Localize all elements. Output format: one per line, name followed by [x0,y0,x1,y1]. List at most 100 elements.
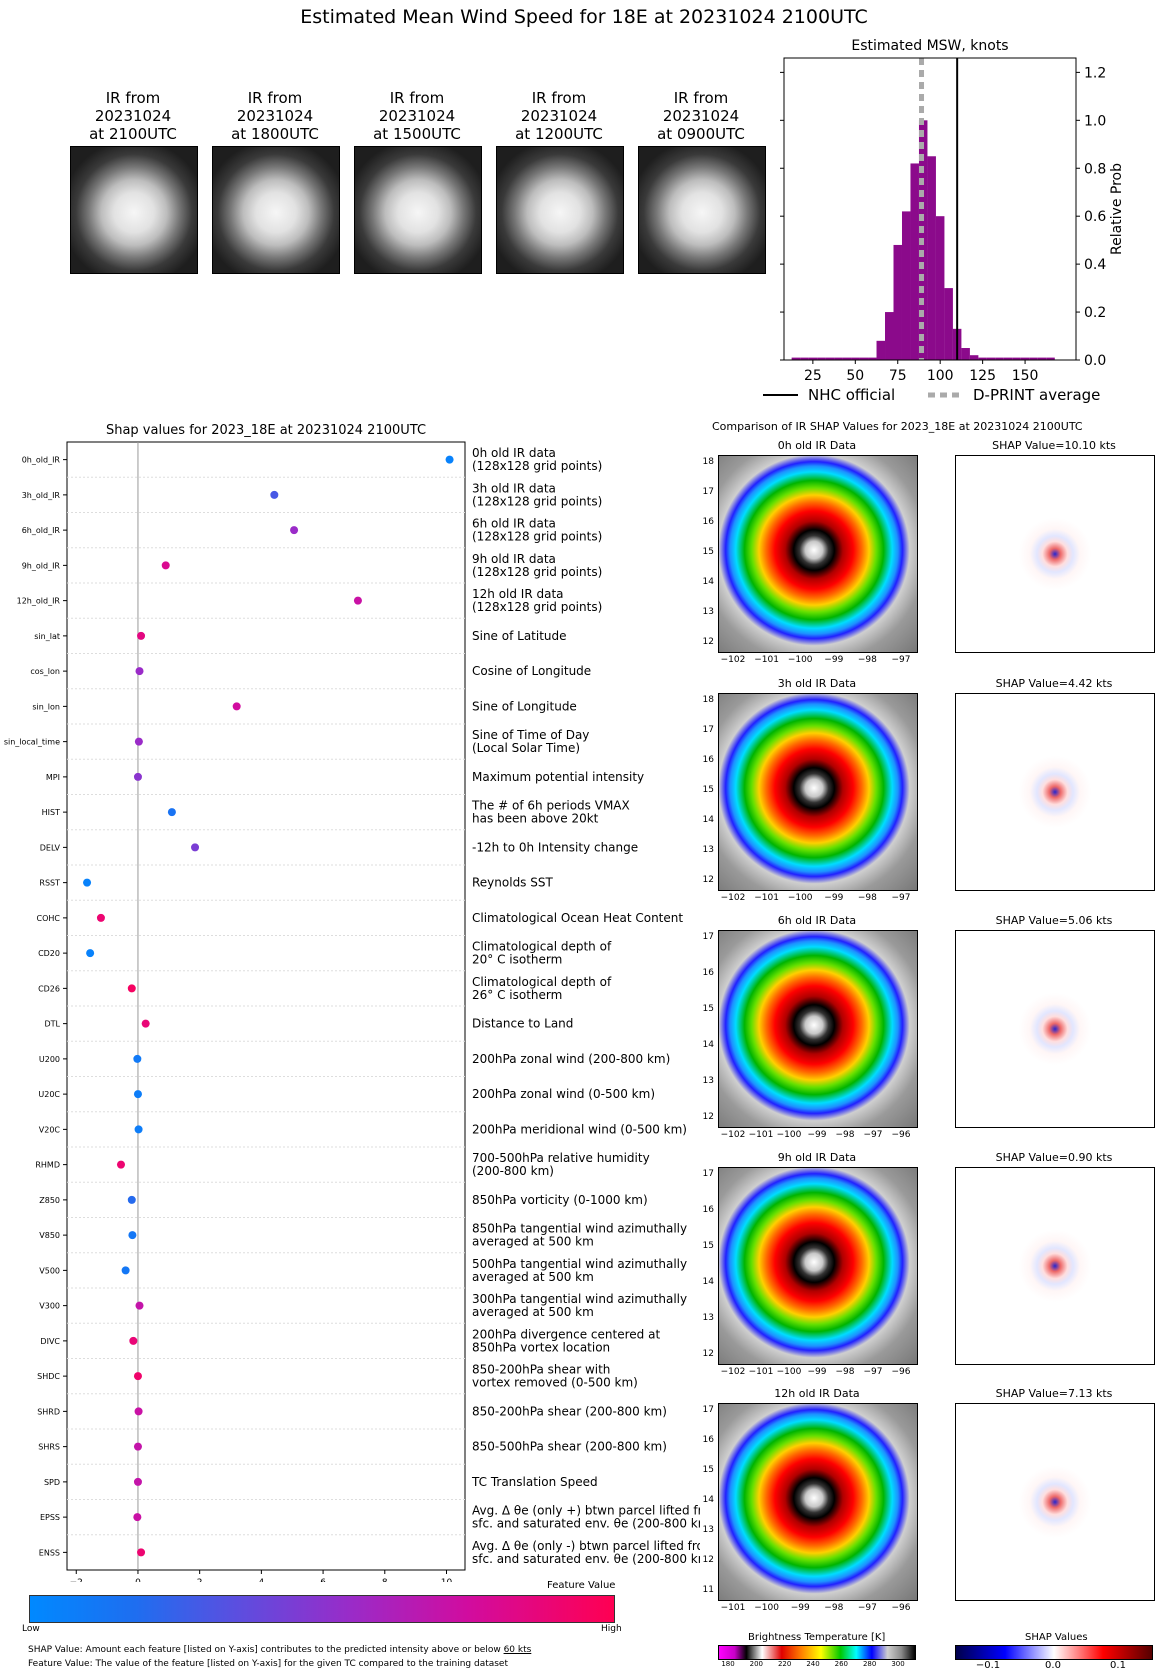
ir-thumbnail-label-line: IR from [105,89,161,107]
ir-y-tick-label: 17 [702,1405,714,1415]
histogram-bar [859,357,869,360]
ir-y-tick-label: 14 [702,1495,714,1505]
feature-description: Sine of Longitude [472,699,577,713]
ir-y-tick-label: 12 [702,637,714,647]
histogram-bar [961,348,970,360]
x-tick-label: −2 [70,1578,83,1582]
ir-x-tick-label: −102 [720,655,746,665]
x-tick-label: 6 [320,1578,326,1582]
feature-name-label: U200 [39,1055,60,1064]
ir-thumbnail-label-line: at 2100UTC [89,125,177,143]
shap-point [135,1301,144,1310]
y-tick-label: 0.2 [1084,305,1106,321]
ir-map-image [718,693,918,891]
main-title: Estimated Mean Wind Speed for 18E at 202… [300,6,868,28]
ir-x-tick-label: −96 [891,1603,911,1613]
feature-description: 850hPa vortex location [472,1340,610,1354]
histogram-bar [817,357,826,360]
y-tick-label: 1.2 [1084,65,1106,81]
feature-description: Climatological Ocean Heat Content [472,911,683,925]
feature-description: Climatological depth of [472,975,612,989]
shap-colorbar-label: SHAP Values [1025,1632,1088,1643]
ir-y-tick-label: 16 [702,517,714,527]
ir-thumbnail-label: IR from 20231024 at 1500UTC [352,89,482,143]
shap-panel-title: SHAP Value=10.10 kts [992,439,1116,452]
ir-x-tick-label: −97 [863,1130,883,1140]
feature-name-label: SHRD [37,1407,60,1416]
shap-point [445,455,454,464]
shap-point [134,1125,143,1134]
shap-point [133,1090,142,1099]
feature-description: (128x128 grid points) [472,600,602,614]
feature-description: sfc. and saturated env. θe (200-800 km) [472,1517,700,1531]
ir-panel-title: 9h old IR Data [777,1151,857,1164]
histogram-bar [1037,357,1047,360]
footnote-feature: Feature Value: The value of the feature … [28,1659,509,1669]
shap-point [128,1231,137,1240]
feature-name-label: MPI [46,773,60,782]
ir-y-tick-label: 14 [702,815,714,825]
histogram-bar [893,244,902,360]
x-tick-label: 50 [846,368,864,384]
ir-y-tick-label: 12 [702,875,714,885]
shap-point [83,878,92,887]
ir-x-tick-label: −100 [787,655,813,665]
ir-x-tick-label: −101 [720,1603,746,1613]
ir-thumbnail-label-line: IR from [531,89,587,107]
shap-point [133,1372,142,1381]
ir-y-tick-label: 15 [702,1241,714,1251]
ir-thumbnail-label-line: at 1800UTC [231,125,319,143]
ir-x-tick-label: −98 [835,1130,855,1140]
shap-point [137,631,146,640]
ir-y-tick-label: 16 [702,1205,714,1215]
feature-description: Sine of Latitude [472,629,567,643]
feature-description: sfc. and saturated env. θe (200-800 km) [472,1552,700,1566]
ir-x-tick-label: −98 [824,1603,844,1613]
feature-description: (200-800 km) [472,1164,554,1178]
feature-name-label: 3h_old_IR [22,491,61,500]
ir-y-tick-label: 12 [702,1555,714,1565]
shap-colorbar-tick-label: 0.1 [1110,1660,1126,1671]
feature-name-label: sin_local_time [4,738,60,747]
feature-description: 300hPa tangential wind azimuthally [472,1292,687,1306]
bt-colorbar-tick-label: 260 [834,1660,849,1668]
feature-name-label: 6h_old_IR [22,526,61,535]
bt-colorbar [718,1645,916,1660]
feature-description: 850hPa vorticity (0-1000 km) [472,1193,648,1207]
ir-y-tick-label: 13 [702,1076,714,1086]
ir-thumbnail-label-line: 20231024 [236,107,314,125]
ir-y-tick-label: 14 [702,1040,714,1050]
feature-description: (128x128 grid points) [472,530,602,544]
ir-y-tick-label: 12 [702,1112,714,1122]
y-tick-label: 0.0 [1084,353,1106,369]
histogram-bar [851,357,860,360]
ir-thumbnail-label: IR from 20231024 at 0900UTC [636,89,766,143]
ir-y-tick-label: 13 [702,845,714,855]
shap-scatter-plot: Shap values for 2023_18E at 20231024 210… [4,423,700,1582]
histogram-bar [935,216,945,360]
histogram-bar [885,312,894,360]
histogram-bar [1003,357,1013,360]
msw-histogram: Estimated MSW, knots 25 50 75 100 125 150 0.0 0.… [763,38,1125,404]
feature-name-label: U20C [38,1090,60,1099]
ir-thumbnail-label-line: IR from [673,89,729,107]
bt-colorbar-tick-label: 240 [806,1660,820,1668]
ir-thumbnail-label: IR from 20231024 at 1800UTC [210,89,340,143]
histogram-bar [800,357,809,360]
ir-x-tick-label: −101 [754,655,779,665]
ir-x-tick-label: −100 [776,1130,802,1140]
feature-description: vortex removed (0-500 km) [472,1376,638,1390]
ir-y-tick-label: 16 [702,968,714,978]
feature-description: 850-200hPa shear with [472,1363,610,1377]
feature-description: 6h old IR data [472,517,556,531]
ir-x-tick-label: −97 [891,655,911,665]
feature-description: 500hPa tangential wind azimuthally [472,1257,687,1271]
feature-name-label: sin_lon [32,702,60,711]
shap-panel-title: SHAP Value=0.90 kts [995,1151,1113,1164]
shap-point [96,913,105,922]
shap-point [133,1442,142,1451]
ir-y-tick-label: 17 [702,932,714,942]
ir-panel-title: 6h old IR Data [777,914,857,927]
histogram-bar [1020,357,1030,360]
feature-name-label: SHDC [37,1372,60,1381]
